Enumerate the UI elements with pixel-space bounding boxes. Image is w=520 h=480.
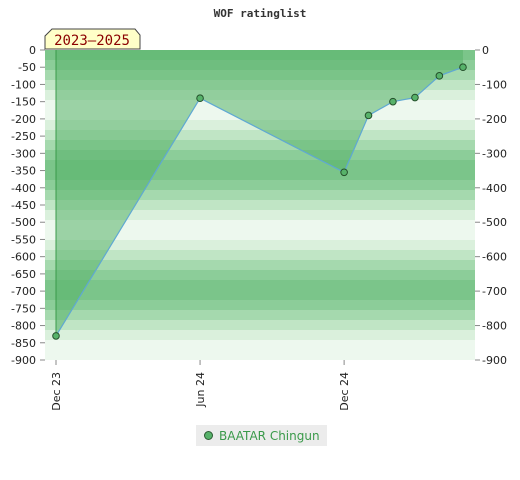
y-tick-label-left: -800 (11, 320, 36, 333)
data-point (459, 63, 467, 72)
background-band (45, 280, 475, 290)
y-tick-label-left: 0 (29, 44, 36, 57)
background-band (45, 160, 475, 170)
y-tick-label-right: -700 (482, 285, 507, 298)
y-axis-left: 0 -50 -100 -150 -200 -250 -300 -350 -400 -450 -500… (11, 44, 45, 367)
data-point (340, 168, 348, 177)
legend-marker-icon (204, 431, 213, 440)
data-point (389, 97, 397, 106)
background-band (45, 190, 475, 200)
data-point (52, 332, 60, 340)
y-tick-label-left: -500 (11, 216, 36, 229)
x-tick-label: Dec 24 (338, 372, 351, 411)
background-band (45, 220, 475, 230)
y-tick-label-right: -200 (482, 113, 507, 126)
y-tick-label-right: -900 (482, 354, 507, 367)
y-tick-label-left: -450 (11, 199, 36, 212)
background-band (45, 230, 475, 240)
background-band (45, 350, 475, 360)
background-band (45, 310, 475, 320)
y-tick-label-right: -800 (482, 320, 507, 333)
background-band (45, 300, 475, 310)
background-band (45, 210, 475, 220)
background-band (45, 250, 475, 260)
y-tick-label-left: -650 (11, 268, 36, 281)
data-point (411, 93, 419, 102)
y-tick-label-left: -850 (11, 337, 36, 350)
background-band (45, 150, 475, 160)
y-tick-label-right: -300 (482, 147, 507, 160)
y-tick-label-left: -50 (18, 61, 36, 74)
x-tick-label: Dec 23 (50, 372, 63, 411)
badge-text: 2023–2025 (54, 33, 130, 49)
y-tick-label-left: -900 (11, 354, 36, 367)
data-point (435, 72, 444, 80)
background-band (45, 180, 475, 190)
y-tick-label-left: -300 (11, 147, 36, 160)
background-band (45, 290, 475, 300)
chart-title: WOF ratinglist (214, 7, 307, 20)
series-line (55, 66, 464, 337)
legend: BAATAR Chingun (196, 425, 327, 446)
y-tick-label-left: -100 (11, 78, 36, 91)
x-tick-label: Jun 24 (194, 372, 207, 408)
y-tick-label-right: 0 (482, 44, 489, 57)
y-tick-label-right: -500 (482, 216, 507, 229)
series-area (56, 50, 463, 336)
data-point (196, 94, 204, 103)
background-band (45, 240, 475, 250)
background-band (45, 330, 475, 340)
background-band (45, 200, 475, 210)
y-tick-label-left: -400 (11, 182, 36, 195)
y-tick-label-right: -100 (482, 78, 507, 91)
y-axis-right: 0 -100 -200 -300 -400 -500 -600 -700 -800 -900 (475, 44, 507, 367)
y-tick-label-left: -250 (11, 130, 36, 143)
background-band (45, 260, 475, 270)
y-tick-label-left: -750 (11, 302, 36, 315)
y-tick-label-left: -150 (11, 96, 36, 109)
data-point (364, 111, 373, 120)
y-tick-label-left: -700 (11, 285, 36, 298)
y-tick-label-left: -550 (11, 233, 36, 246)
background-band (45, 320, 475, 330)
background-band (45, 140, 475, 150)
x-axis: Dec 23 Jun 24 Dec 24 (50, 360, 351, 411)
y-tick-label-right: -600 (482, 251, 507, 264)
y-tick-label-left: -350 (11, 165, 36, 178)
legend-label: BAATAR Chingun (219, 428, 320, 443)
badge-background (44, 28, 141, 50)
background-band (45, 170, 475, 180)
y-tick-label-left: -600 (11, 251, 36, 264)
background-band (45, 130, 475, 140)
y-tick-label-left: -200 (11, 113, 36, 126)
date-range-badge: 2023–2025 (44, 28, 141, 50)
background-band (45, 340, 475, 350)
background-band (45, 270, 475, 280)
y-tick-label-right: -400 (482, 182, 507, 195)
series-points (52, 63, 467, 340)
